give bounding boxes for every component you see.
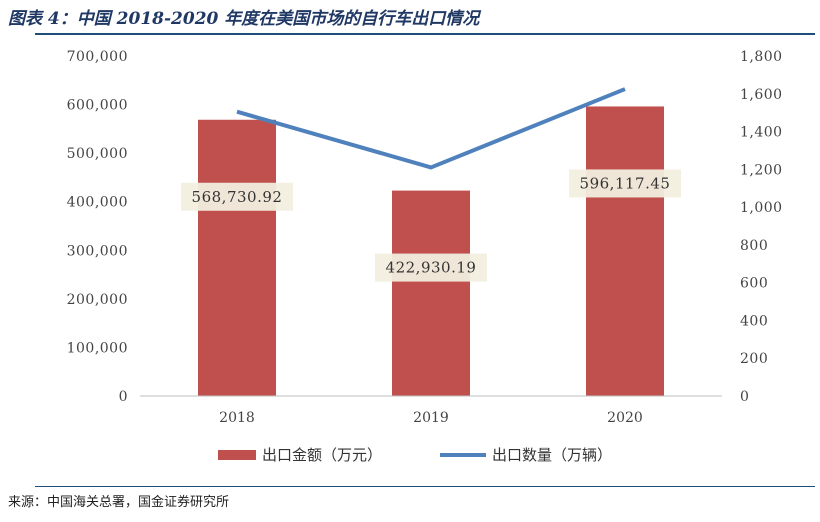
x-tick-label: 2020 (607, 410, 643, 426)
x-tick-label: 2019 (413, 410, 449, 426)
bars (198, 106, 664, 396)
x-tick-label: 2018 (219, 410, 255, 426)
right-axis-ticks: 0 200 400 600 800 1,000 1,200 1,400 1,600 1,800 (740, 49, 783, 405)
right-tick-label: 1,400 (740, 125, 783, 141)
left-tick-label: 600,000 (67, 98, 128, 114)
left-tick-label: 400,000 (67, 195, 128, 211)
right-tick-label: 1,800 (740, 49, 783, 65)
left-tick-label: 0 (119, 389, 128, 405)
left-tick-label: 700,000 (67, 49, 128, 65)
right-tick-label: 600 (740, 276, 768, 292)
right-tick-label: 1,200 (740, 162, 783, 178)
data-label: 596,117.45 (580, 174, 671, 192)
source-rule (35, 486, 815, 487)
right-tick-label: 1,600 (740, 87, 783, 103)
bar (392, 190, 470, 396)
legend: 出口金额（万元） 出口数量（万辆） (218, 446, 612, 464)
source-note: 来源：中国海关总署，国金证券研究所 (8, 495, 230, 510)
right-tick-label: 1,000 (740, 200, 783, 216)
line-series (236, 87, 626, 170)
legend-label-bar: 出口金额（万元） (262, 446, 382, 464)
data-label: 422,930.19 (386, 259, 477, 277)
legend-swatch-bar (218, 450, 256, 460)
data-label-box (181, 182, 293, 211)
right-tick-label: 800 (740, 238, 768, 254)
bar-data-labels: 568,730.92 422,930.19 596,117.45 (181, 169, 681, 282)
x-axis-ticks: 2018 2019 2020 (219, 410, 643, 426)
title-rule (35, 33, 815, 35)
right-tick-label: 0 (740, 389, 749, 405)
data-label-box (569, 169, 681, 198)
bar (586, 106, 664, 396)
right-tick-label: 200 (740, 351, 768, 367)
legend-label-line: 出口数量（万辆） (492, 446, 612, 464)
data-label: 568,730.92 (192, 188, 283, 206)
quantity-line (236, 87, 626, 170)
left-axis-ticks: 0 100,000 200,000 300,000 400,000 500,000 600,… (67, 49, 128, 405)
right-tick-label: 400 (740, 313, 768, 329)
figure-title: 图表 4：中国 2018-2020 年度在美国市场的自行车出口情况 (8, 9, 480, 29)
left-tick-label: 100,000 (67, 340, 128, 356)
left-tick-label: 300,000 (67, 243, 128, 259)
left-tick-label: 200,000 (67, 292, 128, 308)
data-label-box (375, 253, 487, 282)
bar (198, 119, 276, 396)
left-tick-label: 500,000 (67, 146, 128, 162)
